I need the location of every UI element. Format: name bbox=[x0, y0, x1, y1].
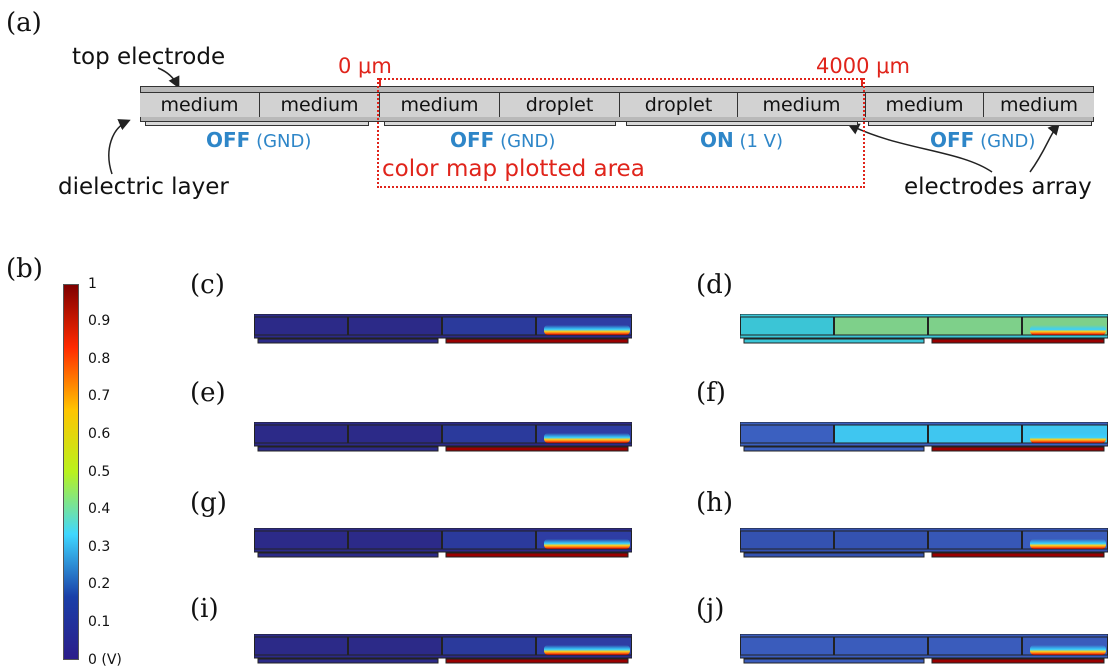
electrode-4 bbox=[868, 121, 1092, 126]
colorbar-tick: 0.1 bbox=[88, 614, 111, 630]
colorbar-tick: 0.7 bbox=[88, 388, 111, 404]
electrode-1 bbox=[145, 121, 369, 126]
color-map-i bbox=[254, 634, 632, 664]
colorbar-tick: 0.5 bbox=[88, 464, 111, 480]
state-note: (GND) bbox=[500, 131, 556, 152]
color-map-f bbox=[740, 422, 1108, 452]
colorbar bbox=[63, 284, 79, 660]
panel-label-f: (f) bbox=[696, 378, 726, 408]
cell-medium: medium bbox=[866, 93, 984, 117]
range-start-label: 0 μm bbox=[338, 54, 392, 78]
electrode-3-state: ON (1 V) bbox=[700, 128, 783, 152]
panel-label-e: (e) bbox=[190, 378, 226, 408]
cell-medium: medium bbox=[380, 93, 500, 117]
cell-medium: medium bbox=[738, 93, 866, 117]
cell-medium: medium bbox=[984, 93, 1094, 117]
color-map-h bbox=[740, 528, 1108, 558]
colorbar-tick: 0.4 bbox=[88, 501, 111, 517]
color-map-d bbox=[740, 314, 1108, 344]
colorbar-tick: 0.6 bbox=[88, 426, 111, 442]
electrode-3 bbox=[626, 121, 858, 126]
plotted-area-box bbox=[377, 78, 865, 188]
state-text: OFF bbox=[450, 128, 495, 152]
electrode-1-state: OFF (GND) bbox=[206, 128, 311, 152]
cell-medium: medium bbox=[140, 93, 260, 117]
electrode-2 bbox=[384, 121, 616, 126]
dielectric-layer-label: dielectric layer bbox=[58, 174, 229, 200]
color-map-e bbox=[254, 422, 632, 452]
color-map-j bbox=[740, 634, 1108, 664]
panel-label-j: (j) bbox=[696, 594, 725, 624]
state-text: ON bbox=[700, 128, 734, 152]
state-text: OFF bbox=[206, 128, 251, 152]
cell-droplet: droplet bbox=[500, 93, 620, 117]
colorbar-tick: 0.3 bbox=[88, 539, 111, 555]
panel-label-a: (a) bbox=[6, 8, 42, 38]
colorbar-ticks: 1 0.9 0.8 0.7 0.6 0.5 0.4 0.3 0.2 0.1 0 … bbox=[88, 276, 148, 668]
state-note: (GND) bbox=[980, 131, 1036, 152]
electrodes-array-arrow-1 bbox=[847, 123, 993, 173]
cell-medium: medium bbox=[260, 93, 380, 117]
colorbar-tick: 0 (V) bbox=[88, 652, 122, 668]
range-end-label: 4000 μm bbox=[816, 54, 910, 78]
panel-label-c: (c) bbox=[190, 270, 225, 300]
panel-label-b: (b) bbox=[6, 254, 43, 284]
state-text: OFF bbox=[930, 128, 975, 152]
top-electrode-arrow bbox=[157, 67, 180, 89]
plotted-area-label: color map plotted area bbox=[382, 156, 645, 182]
electrode-2-state: OFF (GND) bbox=[450, 128, 555, 152]
channel-cells: medium medium medium droplet droplet med… bbox=[140, 92, 1094, 117]
dielectric-arrow bbox=[108, 119, 131, 175]
color-map-c bbox=[254, 314, 632, 344]
colorbar-tick: 0.8 bbox=[88, 351, 111, 367]
color-map-g bbox=[254, 528, 632, 558]
colorbar-tick: 0.2 bbox=[88, 576, 111, 592]
colorbar-tick: 0.9 bbox=[88, 313, 111, 329]
panel-label-g: (g) bbox=[190, 488, 227, 518]
panel-label-h: (h) bbox=[696, 488, 734, 518]
electrodes-array-arrow-2 bbox=[1029, 122, 1060, 173]
state-note: (GND) bbox=[256, 131, 312, 152]
state-note: (1 V) bbox=[739, 131, 784, 152]
panel-label-i: (i) bbox=[190, 594, 219, 624]
top-electrode-label: top electrode bbox=[72, 44, 226, 70]
electrode-4-state: OFF (GND) bbox=[930, 128, 1035, 152]
panel-label-d: (d) bbox=[696, 270, 733, 300]
colorbar-tick: 1 bbox=[88, 276, 97, 292]
electrodes-array-label: electrodes array bbox=[904, 174, 1092, 200]
cell-droplet: droplet bbox=[620, 93, 738, 117]
